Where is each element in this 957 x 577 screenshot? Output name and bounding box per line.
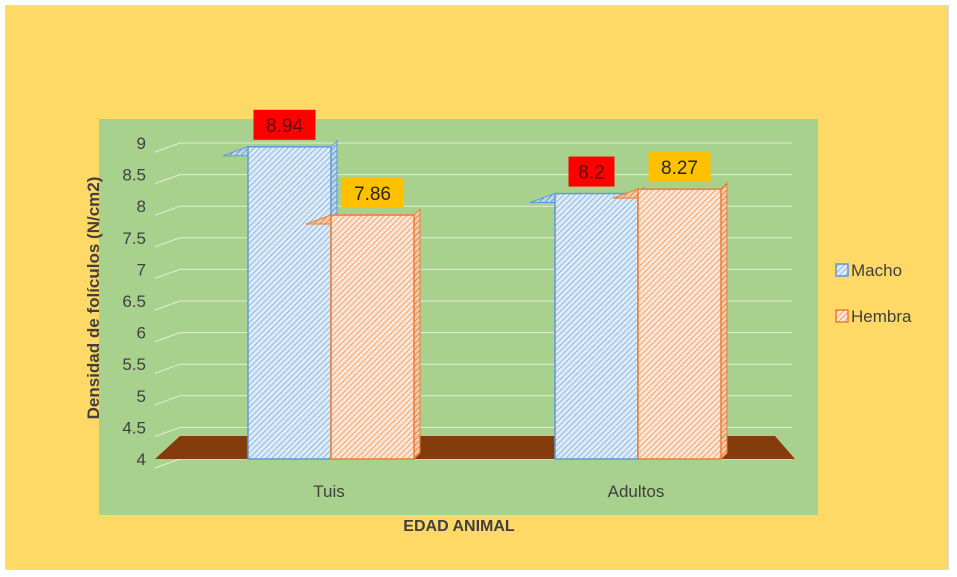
data-label-box	[341, 178, 404, 209]
y-axis-title: Densidad de folículos (N/cm2)	[84, 177, 103, 420]
data-label-box	[568, 156, 615, 187]
y-tick-label: 6.5	[122, 292, 146, 311]
legend-label: Hembra	[851, 307, 912, 326]
x-axis-title: EDAD ANIMAL	[403, 518, 515, 535]
data-label-box	[648, 152, 711, 183]
gridline	[154, 142, 792, 153]
y-tick-label: 5	[137, 387, 146, 406]
bar-side-face	[413, 207, 421, 461]
bars	[222, 139, 728, 461]
x-tick-label: Tuis	[313, 482, 345, 501]
legend-swatch	[835, 309, 849, 323]
data-label-box	[253, 109, 316, 140]
y-tick-label: 8.5	[122, 166, 146, 185]
data-label: 8.2	[578, 163, 604, 184]
y-tick-label: 8	[137, 197, 146, 216]
y-tick-label: 6	[137, 324, 146, 343]
bar-side-face	[720, 181, 728, 461]
x-tick-label: Adultos	[608, 482, 665, 501]
data-label: 8.27	[661, 158, 698, 179]
data-labels: 8.94 7.86 8.2 8.27	[253, 109, 711, 209]
y-tick-label: 4	[137, 450, 146, 469]
bar-hembra-adultos	[612, 181, 728, 461]
bar-front-face	[330, 214, 415, 460]
bar-front-face	[247, 146, 332, 460]
data-label: 7.86	[354, 184, 391, 205]
legend: Macho Hembra	[835, 261, 912, 326]
bar-hembra-tuis	[305, 207, 421, 461]
y-tick-label: 7.5	[122, 229, 146, 248]
y-tick-label: 4.5	[122, 418, 146, 437]
bar-front-face	[637, 188, 722, 460]
y-tick-label: 9	[137, 134, 146, 153]
y-axis-ticks: 9 8.5 8 7.5 7 6.5 6 5.5 5 4.5 4	[122, 134, 146, 469]
legend-swatch	[835, 263, 849, 277]
data-label: 8.94	[266, 116, 303, 137]
legend-label: Macho	[851, 261, 902, 280]
x-axis-ticks: Tuis Adultos	[313, 482, 664, 501]
y-tick-label: 5.5	[122, 355, 146, 374]
y-tick-label: 7	[137, 260, 146, 279]
bar-front-face	[554, 192, 639, 460]
bar-macho-adultos	[529, 186, 645, 461]
